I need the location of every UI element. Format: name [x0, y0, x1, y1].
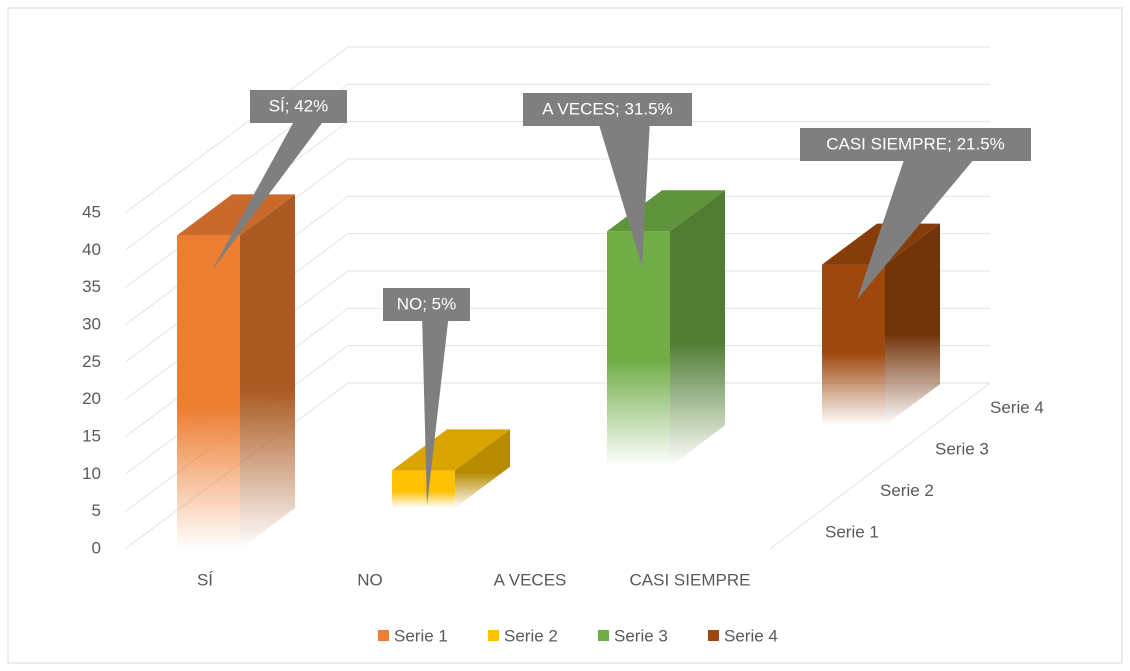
data-label: SÍ; 42%	[269, 96, 329, 115]
y-tick-label: 20	[82, 389, 101, 408]
x-tick-label: SÍ	[197, 570, 213, 589]
callout-box	[800, 128, 1031, 161]
y-tick-label: 30	[82, 314, 101, 333]
legend-label: Serie 3	[614, 626, 668, 645]
callout-pointer	[599, 125, 650, 267]
legend-swatch	[598, 630, 609, 641]
bar-front	[177, 235, 240, 549]
x-tick-label: A VECES	[494, 570, 567, 589]
data-label: CASI SIEMPRE; 21.5%	[826, 134, 1005, 153]
grid-line	[124, 46, 990, 214]
x-tick-label: NO	[357, 570, 383, 589]
depth-label: Serie 2	[880, 481, 934, 500]
x-tick-label: CASI SIEMPRE	[630, 570, 751, 589]
bar-side	[670, 190, 725, 467]
depth-label: Serie 3	[935, 439, 989, 458]
bar-side	[240, 194, 295, 549]
y-tick-label: 35	[82, 277, 101, 296]
legend-swatch	[708, 630, 719, 641]
bar-front	[392, 470, 455, 508]
y-tick-label: 40	[82, 240, 101, 259]
y-tick-label: 0	[92, 538, 101, 557]
legend-swatch	[488, 630, 499, 641]
depth-axis	[769, 382, 991, 550]
data-label: NO; 5%	[397, 294, 457, 313]
callout-box	[250, 90, 347, 123]
bar-top	[177, 194, 295, 236]
legend-label: Serie 1	[394, 626, 448, 645]
callout-pointer	[422, 320, 449, 506]
bar-front	[822, 264, 885, 426]
bar-top	[392, 429, 510, 471]
depth-label: Serie 1	[825, 522, 879, 541]
y-tick-label: 10	[82, 464, 101, 483]
y-tick-label: 15	[82, 426, 101, 445]
callout-box	[523, 93, 692, 126]
depth-label: Serie 4	[990, 398, 1044, 417]
bar-side	[455, 429, 510, 508]
bar-front	[607, 231, 670, 467]
y-tick-label: 5	[92, 501, 101, 520]
data-label: A VECES; 31.5%	[542, 99, 672, 118]
callout-pointer	[857, 160, 974, 300]
y-tick-label: 45	[82, 202, 101, 221]
y-tick-label: 25	[82, 352, 101, 371]
grid-line	[124, 83, 990, 251]
legend-label: Serie 4	[724, 626, 778, 645]
legend-label: Serie 2	[504, 626, 558, 645]
legend-swatch	[378, 630, 389, 641]
callout-box	[383, 288, 470, 321]
callout-pointer	[212, 122, 323, 271]
bar-side	[885, 223, 940, 426]
